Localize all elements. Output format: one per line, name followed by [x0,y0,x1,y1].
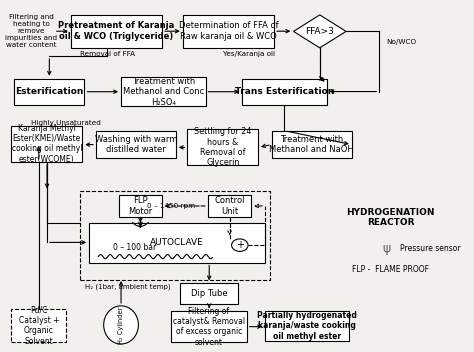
FancyBboxPatch shape [11,126,82,162]
Ellipse shape [104,306,138,344]
Text: Control
Unit: Control Unit [214,196,245,216]
Circle shape [232,239,248,251]
FancyBboxPatch shape [121,77,206,106]
Text: Determination of FFA of
Raw karanja oil & WCO: Determination of FFA of Raw karanja oil … [179,21,278,41]
Text: ψ: ψ [382,242,390,255]
FancyBboxPatch shape [14,79,84,105]
Text: No/WCO: No/WCO [386,39,416,45]
Text: FLP -  FLAME PROOF: FLP - FLAME PROOF [352,265,429,274]
Text: FLP
Motor: FLP Motor [128,196,153,216]
Text: AUTOCLAVE: AUTOCLAVE [150,238,204,247]
Text: +: + [236,240,244,250]
Text: Yes/Karanja oil: Yes/Karanja oil [223,51,275,57]
FancyBboxPatch shape [265,311,349,340]
Text: Partially hydrogenated
karanja/waste cooking
oil methyl ester: Partially hydrogenated karanja/waste coo… [257,311,357,341]
Text: Highly Unsaturated: Highly Unsaturated [31,120,101,126]
FancyBboxPatch shape [208,195,251,218]
Text: Pretreatment of Karanja
oil & WCO (Triglyceride): Pretreatment of Karanja oil & WCO (Trigl… [58,21,174,41]
FancyBboxPatch shape [181,283,237,304]
Text: Removal of FFA: Removal of FFA [80,51,135,57]
Text: Filtering and
heating to
remove
impurities and
water content: Filtering and heating to remove impuriti… [5,14,57,48]
Text: FFA>3: FFA>3 [305,27,334,36]
Text: H₂ (1bar, ambient temp): H₂ (1bar, ambient temp) [85,283,171,290]
FancyBboxPatch shape [242,79,327,105]
Polygon shape [293,15,346,48]
Text: Dip Tube: Dip Tube [191,289,228,298]
FancyBboxPatch shape [71,14,162,48]
Text: Pd/C
Catalyst +
Organic
Solvent: Pd/C Catalyst + Organic Solvent [18,306,59,346]
Text: Washing with warm
distilled water: Washing with warm distilled water [95,135,177,154]
FancyBboxPatch shape [182,14,274,48]
Text: Trans Esterification: Trans Esterification [235,87,334,96]
Text: 0 – 100 bar: 0 – 100 bar [113,243,156,252]
FancyBboxPatch shape [96,131,176,158]
Text: Treatment with
Methanol and Conc
H₂SO₄: Treatment with Methanol and Conc H₂SO₄ [123,77,204,107]
Text: H₂ Cylinder: H₂ Cylinder [118,306,124,344]
FancyBboxPatch shape [187,129,258,165]
Text: 0 – 1450 rpm: 0 – 1450 rpm [147,203,195,209]
Text: Treatment with
Methanol and NaOH: Treatment with Methanol and NaOH [269,135,354,154]
FancyBboxPatch shape [11,309,66,342]
FancyBboxPatch shape [272,131,352,158]
Text: Filtering of
catalyst& Removal
of excess organic
solvent: Filtering of catalyst& Removal of excess… [173,307,245,347]
FancyBboxPatch shape [89,222,265,263]
FancyBboxPatch shape [171,311,246,342]
FancyBboxPatch shape [119,195,162,218]
Text: Pressure sensor: Pressure sensor [400,244,460,253]
Text: HYDROGENATION
REACTOR: HYDROGENATION REACTOR [346,208,435,227]
Text: Karanja Methyl
Ester(KME)/Waste
cooking oil methyl
ester(WCOME): Karanja Methyl Ester(KME)/Waste cooking … [11,124,82,164]
Text: Esterification: Esterification [15,87,83,96]
Text: Settling for 24
hours &
Removal of
Glycerin: Settling for 24 hours & Removal of Glyce… [194,127,251,167]
